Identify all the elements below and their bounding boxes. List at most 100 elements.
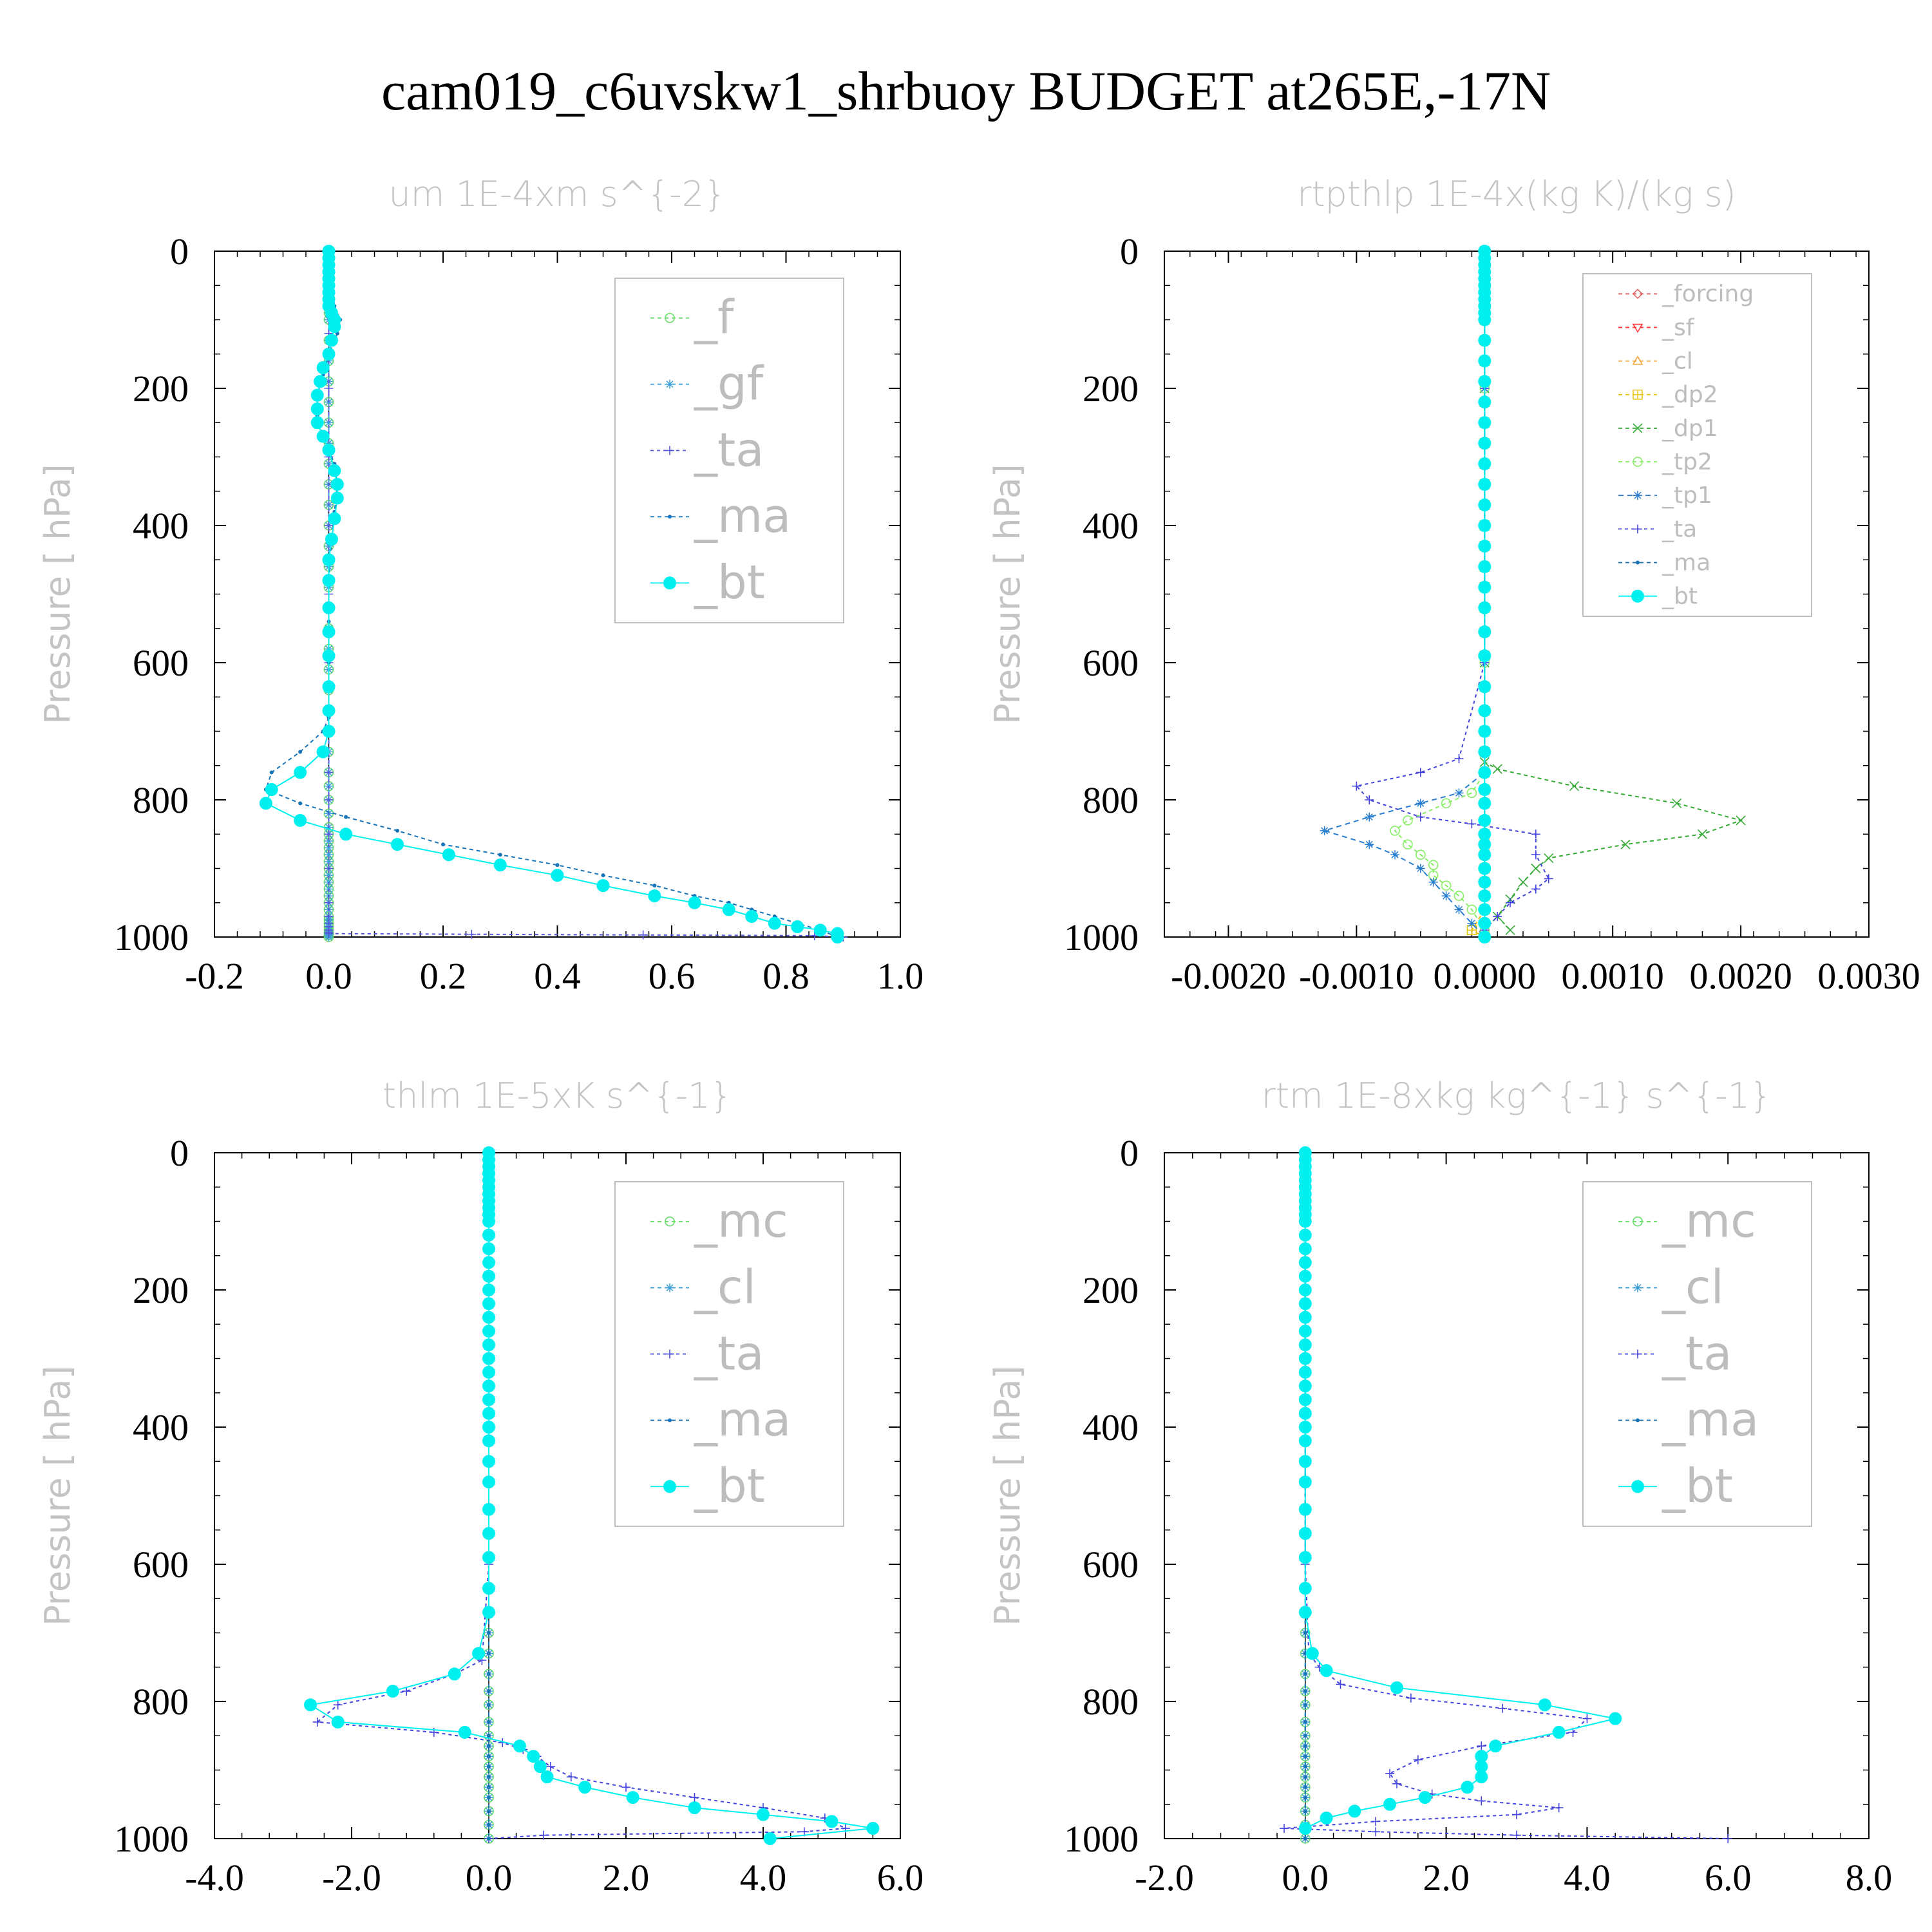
series-line <box>308 1153 873 1839</box>
y-tick-label: 800 <box>133 779 189 821</box>
data-point <box>1336 1680 1345 1689</box>
data-point <box>328 512 341 526</box>
x-tick-label: -2.0 <box>1135 1857 1194 1899</box>
data-point <box>596 879 610 893</box>
data-point <box>1478 724 1492 738</box>
data-point <box>328 464 341 477</box>
x-tick-label: 0.0030 <box>1817 955 1920 997</box>
data-point <box>601 873 605 878</box>
legend-box <box>614 1181 844 1527</box>
data-point <box>487 1837 491 1841</box>
y-tick-label: 600 <box>133 642 189 684</box>
data-point <box>1413 1755 1423 1765</box>
data-point <box>310 402 324 415</box>
data-point <box>322 574 336 587</box>
data-point <box>688 1801 701 1815</box>
data-point <box>1478 416 1492 430</box>
y-tick-label: 600 <box>1083 642 1139 684</box>
legend-marker <box>1633 1349 1642 1359</box>
data-point <box>1428 860 1439 870</box>
legend-label: _bt <box>694 1459 765 1513</box>
data-point <box>482 1421 495 1434</box>
y-tick-label: 200 <box>1083 368 1139 410</box>
data-point <box>1544 853 1554 864</box>
data-point <box>322 649 336 663</box>
data-point <box>1303 1765 1307 1769</box>
data-point <box>1303 1754 1307 1759</box>
data-point <box>1403 839 1413 850</box>
data-point <box>1298 1475 1312 1489</box>
x-tick-label: 6.0 <box>1705 1857 1752 1899</box>
data-point <box>1467 819 1477 829</box>
data-point <box>269 770 274 775</box>
legend-label: _cl <box>1662 348 1693 374</box>
data-point <box>487 1744 491 1748</box>
legend-marker <box>665 379 674 389</box>
panel-4: rtm 1E-8xkg kg^{-1} s^{-1} Pressure [ hPa… <box>987 1075 1892 1899</box>
data-point <box>1478 395 1492 409</box>
data-point <box>324 857 334 866</box>
y-tick-label: 1000 <box>1064 916 1139 958</box>
data-point <box>1365 812 1374 822</box>
data-point <box>1303 1703 1307 1707</box>
legend-marker <box>665 1349 674 1359</box>
data-point <box>331 1715 345 1728</box>
panel-title: um 1E-4xm s^{-2} <box>389 174 726 214</box>
data-point <box>648 889 661 903</box>
data-point <box>442 848 455 862</box>
y-tick-label: 1000 <box>114 1818 189 1860</box>
series-dp1 <box>1479 246 1746 935</box>
legend-marker <box>1633 1283 1642 1293</box>
x-tick-label: 0.0 <box>305 955 352 997</box>
data-point <box>1478 519 1492 532</box>
data-point <box>1672 798 1682 808</box>
data-point <box>482 1269 495 1283</box>
data-point <box>1298 1582 1312 1595</box>
data-point <box>1620 839 1631 849</box>
legend-marker <box>665 446 674 455</box>
data-point <box>1365 795 1374 804</box>
data-point <box>1478 334 1492 347</box>
legend-marker <box>1631 589 1644 603</box>
data-point <box>1303 1744 1307 1748</box>
data-point <box>1478 580 1492 594</box>
series-bt <box>1478 245 1492 943</box>
legend-label: _sf <box>1662 314 1695 341</box>
data-point <box>322 680 336 694</box>
data-point <box>545 1762 555 1772</box>
data-point <box>482 1365 495 1379</box>
data-point <box>1454 891 1464 901</box>
data-point <box>626 1791 639 1804</box>
data-point <box>1478 889 1492 903</box>
data-point <box>768 916 781 930</box>
data-point <box>324 836 334 846</box>
legend-marker <box>1633 457 1643 467</box>
data-point <box>1478 848 1492 862</box>
data-point <box>566 1772 576 1782</box>
panel-2: rtpthlp 1E-4x(kg K)/(kg s) Pressure [ hPa… <box>987 174 1920 997</box>
data-point <box>322 724 336 738</box>
data-point <box>310 416 324 430</box>
data-point <box>482 1215 495 1228</box>
y-tick-label: 200 <box>1083 1269 1139 1311</box>
series-line <box>328 251 844 938</box>
data-point <box>1303 1809 1307 1814</box>
data-point <box>1478 560 1492 573</box>
legend-label: _ma <box>694 489 791 543</box>
data-point <box>316 430 330 443</box>
legend-box <box>614 278 844 623</box>
y-tick-label: 0 <box>170 1132 189 1174</box>
data-point <box>1298 1455 1312 1468</box>
data-point <box>1406 1693 1416 1703</box>
legend-marker <box>1633 524 1642 534</box>
legend-label: _ma <box>1662 1392 1759 1446</box>
data-point <box>487 1795 491 1800</box>
data-point <box>487 1809 491 1814</box>
data-point <box>1416 864 1425 873</box>
data-point <box>314 375 327 388</box>
data-point <box>482 1502 495 1516</box>
data-point <box>1478 783 1492 797</box>
data-point <box>1298 1256 1312 1269</box>
data-point <box>482 1475 495 1489</box>
legend: _forcing _sf _cl _dp2 _dp1 _tp2 _tp1 _ta _ma _bt <box>1582 273 1812 617</box>
